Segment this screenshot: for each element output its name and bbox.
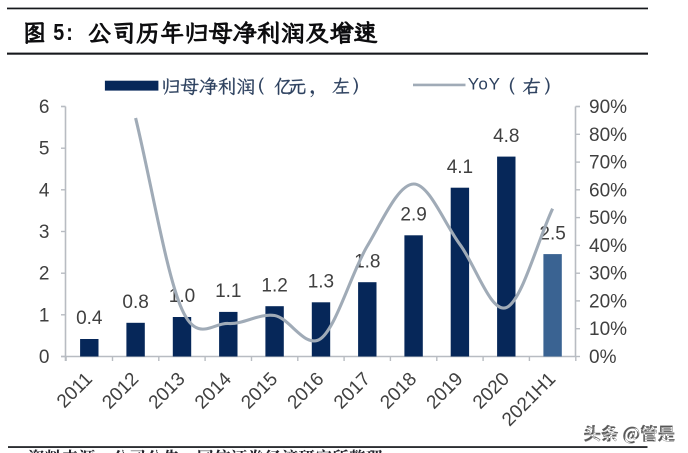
- svg-text:2: 2: [39, 264, 50, 285]
- svg-text:0%: 0%: [589, 347, 617, 368]
- svg-text:60%: 60%: [589, 180, 627, 201]
- svg-text:0.8: 0.8: [122, 292, 148, 313]
- svg-text:50%: 50%: [589, 208, 627, 229]
- svg-text:40%: 40%: [589, 236, 627, 257]
- svg-text:1.2: 1.2: [261, 275, 287, 296]
- svg-text:1.3: 1.3: [308, 272, 334, 293]
- svg-text:1.1: 1.1: [215, 281, 241, 302]
- svg-text:4.8: 4.8: [493, 126, 519, 147]
- svg-text:0: 0: [39, 347, 50, 368]
- svg-text:90%: 90%: [589, 97, 627, 118]
- svg-text:10%: 10%: [589, 319, 627, 340]
- svg-text:0.4: 0.4: [76, 308, 103, 329]
- svg-text:1: 1: [39, 305, 50, 326]
- svg-text:4.1: 4.1: [447, 157, 473, 178]
- svg-text:20%: 20%: [589, 291, 627, 312]
- svg-text:6: 6: [39, 97, 50, 118]
- svg-text:4: 4: [39, 180, 50, 201]
- svg-text:5: 5: [39, 139, 50, 160]
- svg-text:80%: 80%: [589, 125, 627, 146]
- svg-text:2.9: 2.9: [400, 205, 426, 226]
- svg-text:1.0: 1.0: [169, 286, 195, 307]
- svg-text:30%: 30%: [589, 264, 627, 285]
- svg-text:5:: 5:: [53, 18, 73, 45]
- svg-text:70%: 70%: [589, 153, 627, 174]
- svg-text:YoY: YoY: [468, 74, 501, 93]
- svg-text:3: 3: [39, 222, 50, 243]
